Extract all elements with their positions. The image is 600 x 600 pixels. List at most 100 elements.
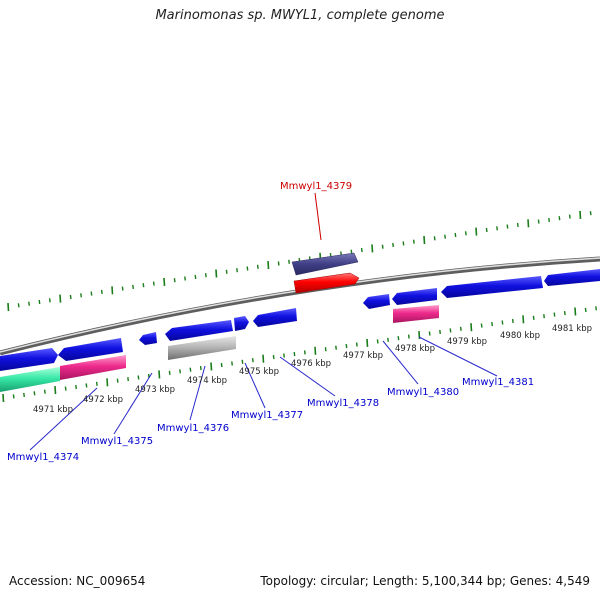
accession-text: Accession: NC_009654 [9, 574, 146, 588]
callout-line-4378 [279, 356, 336, 397]
scale-label: 4980 kbp [500, 331, 540, 341]
minor-tick [121, 286, 124, 291]
gene-label-Mmwyl1_4377[interactable]: Mmwyl1_4377 [231, 410, 303, 421]
minor-tick [75, 384, 77, 390]
callout-line-4377 [244, 362, 266, 409]
minor-tick [288, 259, 290, 264]
minor-tick [132, 284, 134, 289]
gene-label-Mmwyl1_4378[interactable]: Mmwyl1_4378 [307, 398, 379, 409]
minor-tick [283, 353, 285, 358]
minor-tick [449, 328, 452, 333]
minor-tick [537, 219, 540, 224]
minor-tick [459, 326, 462, 331]
gene-Mmwyl1_4374-box[interactable] [0, 367, 60, 392]
minor-tick [511, 318, 514, 323]
major-tick [371, 244, 374, 253]
minor-tick [152, 281, 155, 286]
minor-tick [491, 322, 493, 327]
minor-tick [251, 358, 254, 363]
gene-Mmwyl1_4377-arrow-small[interactable] [234, 316, 249, 331]
minor-tick [80, 293, 82, 298]
minor-tick [397, 336, 400, 341]
major-tick [7, 302, 10, 312]
minor-tick [303, 350, 306, 355]
minor-tick [360, 248, 363, 253]
gene-label-Mmwyl1_4375[interactable]: Mmwyl1_4375 [81, 436, 153, 447]
gene-Mmwyl1_4376-box[interactable] [168, 336, 236, 360]
minor-tick [563, 311, 566, 316]
minor-tick [137, 375, 140, 380]
major-tick [2, 393, 5, 403]
gene-label-Mmwyl1_4374[interactable]: Mmwyl1_4374 [7, 452, 79, 463]
minor-tick [433, 236, 436, 241]
gene-next-arrow[interactable] [544, 269, 600, 286]
minor-tick [64, 386, 67, 391]
scale-label: 4981 kbp [552, 324, 592, 334]
minor-tick [225, 269, 228, 274]
gene-label-Mmwyl1_4380[interactable]: Mmwyl1_4380 [387, 387, 459, 398]
minor-tick [407, 334, 410, 339]
callout-line-4381 [418, 336, 498, 377]
minor-tick [85, 383, 88, 388]
minor-tick [532, 315, 535, 320]
minor-tick [485, 227, 488, 233]
minor-tick [246, 266, 249, 271]
major-tick [267, 261, 270, 270]
minor-tick [220, 362, 223, 368]
minor-tick [23, 392, 25, 397]
minor-tick [189, 367, 192, 372]
minor-tick [168, 370, 171, 375]
minor-tick [116, 378, 119, 383]
gene-Mmwyl1_4380-arrow[interactable] [392, 288, 437, 305]
minor-tick [38, 299, 41, 305]
gene-Mmwyl1_4374-arrow[interactable] [0, 348, 58, 371]
minor-tick [439, 329, 441, 334]
genome-stats-text: Topology: circular; Length: 5,100,344 bp… [260, 574, 590, 588]
major-tick [163, 277, 166, 286]
minor-tick [90, 291, 93, 296]
gene-Mmwyl1_4381-arrow[interactable] [441, 276, 543, 298]
callout-line-4380 [382, 340, 419, 385]
major-tick [54, 386, 57, 395]
major-tick [527, 219, 530, 228]
minor-tick [48, 298, 51, 303]
major-tick [366, 338, 369, 347]
major-tick [574, 307, 577, 316]
gene-Mmwyl1_4380-box[interactable] [393, 305, 439, 323]
minor-tick [12, 394, 15, 399]
minor-tick [199, 366, 202, 371]
gene-Mmwyl1_4376-arrow[interactable] [165, 320, 233, 341]
minor-tick [236, 268, 238, 273]
minor-tick [595, 306, 597, 311]
minor-tick [127, 377, 129, 382]
gene-Mmwyl1_4379-track-b[interactable] [293, 272, 360, 294]
scale-label: 4978 kbp [395, 344, 435, 354]
minor-tick [95, 381, 98, 386]
minor-tick [568, 214, 571, 219]
major-tick [215, 269, 218, 278]
major-tick [210, 362, 213, 371]
gene-Mmwyl1_4380-arrow-small[interactable] [363, 294, 390, 309]
gene-label-Mmwyl1_4379[interactable]: Mmwyl1_4379 [280, 181, 352, 192]
gene-Mmwyl1_4375-box[interactable] [60, 355, 126, 380]
gene-Mmwyl1_4375-arrow[interactable] [58, 338, 123, 361]
major-tick [158, 370, 161, 379]
gene-Mmwyl1_4378-arrow[interactable] [253, 308, 297, 327]
major-tick [423, 235, 426, 245]
gene-label-Mmwyl1_4376[interactable]: Mmwyl1_4376 [157, 423, 229, 434]
minor-tick [184, 276, 186, 281]
upper-tick-track [7, 210, 592, 312]
minor-tick [345, 344, 348, 349]
minor-tick [558, 216, 561, 221]
minor-tick [43, 389, 46, 394]
gene-Mmwyl1_4376-arrow-small[interactable] [139, 332, 157, 345]
minor-tick [355, 342, 358, 347]
major-tick [579, 210, 582, 219]
gene-Mmwyl1_4379-track-a[interactable] [291, 252, 359, 276]
gene-label-Mmwyl1_4381[interactable]: Mmwyl1_4381 [462, 377, 534, 388]
minor-tick [553, 312, 556, 317]
minor-tick [256, 264, 259, 269]
minor-tick [464, 231, 467, 236]
minor-tick [516, 222, 519, 227]
